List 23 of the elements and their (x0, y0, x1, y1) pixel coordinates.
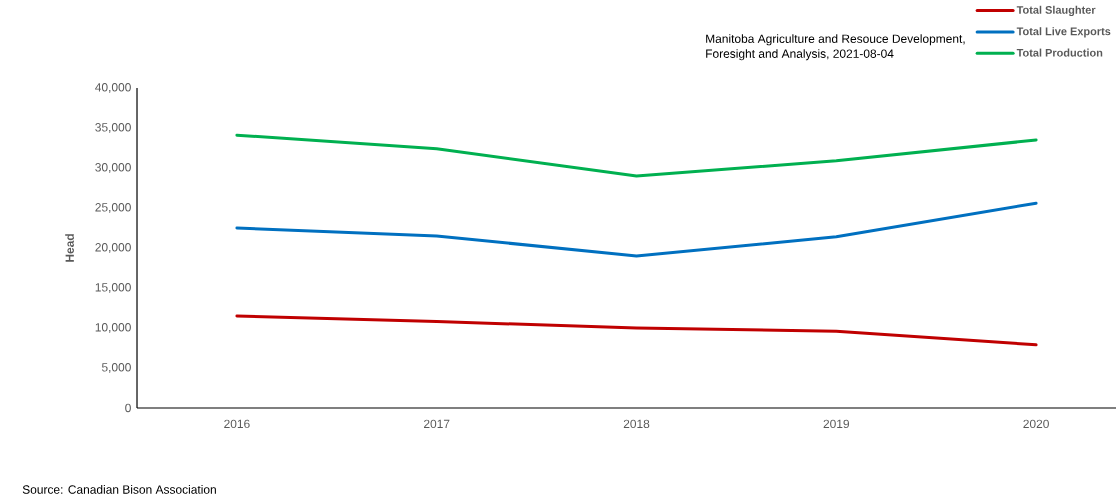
x-tick-label: 2017 (424, 419, 450, 429)
y-tick-label: 5,000 (101, 363, 131, 373)
line-series (235, 201, 1038, 258)
text: Manitoba Agriculture and Resouce Development, Foresight and Analysis, 2021-08-04 (706, 34, 965, 61)
y-tick-label: 40,000 (95, 83, 131, 93)
line-series (235, 314, 1038, 347)
y-tick-label: 10,000 (95, 323, 131, 333)
y-tick-label: 20,000 (95, 243, 131, 253)
line-series (235, 133, 1038, 178)
x-tick-label: 2018 (623, 419, 650, 429)
x-tick-label: 2016 (224, 419, 250, 429)
y-axis-title: Head (65, 234, 74, 262)
legend-label: Total Production (1016, 48, 1103, 57)
x-tick-label: 2020 (1023, 419, 1049, 429)
y-tick-label: 25,000 (95, 203, 131, 213)
legend-label: Total Live Exports (1016, 27, 1111, 38)
y-tick-label: 35,000 (95, 123, 131, 133)
y-tick-label: 15,000 (95, 283, 131, 293)
x-tick-label: 2019 (823, 419, 850, 429)
y-tick-label: 30,000 (95, 163, 131, 173)
legend-label: Total Slaughter (1016, 5, 1096, 17)
y-tick-label: 0 (125, 403, 131, 413)
source-note: Source: Canadian Bison Association (22, 485, 216, 494)
